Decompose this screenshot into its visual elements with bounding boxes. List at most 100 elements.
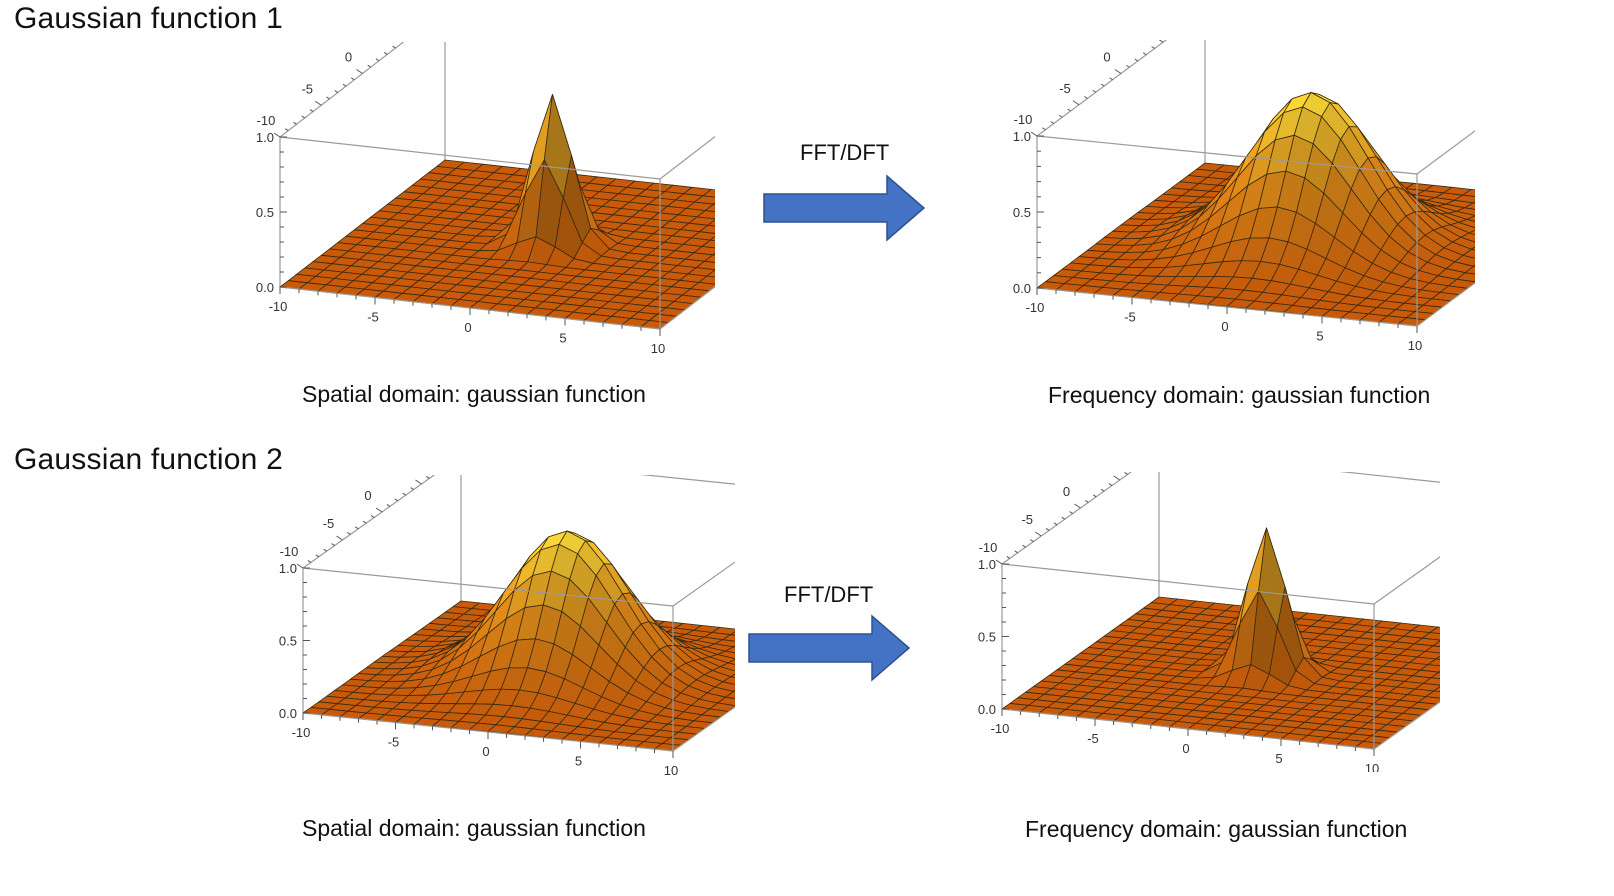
- surface-patch: [1430, 671, 1440, 680]
- box-edge: [1373, 701, 1440, 750]
- y-tick-label: -10: [257, 113, 276, 128]
- y-tick: [1126, 64, 1130, 68]
- y-tick: [1151, 46, 1155, 49]
- surface-patch: [722, 634, 735, 642]
- box-edge: [1001, 563, 1375, 605]
- surface-patch: [709, 235, 715, 242]
- x-tick-label: 0: [464, 320, 471, 335]
- y-tick: [1034, 531, 1042, 537]
- y-tick: [355, 526, 359, 530]
- surface-patch: [730, 631, 735, 636]
- y-tick: [307, 559, 312, 563]
- z-tick-label: 0.0: [279, 706, 297, 721]
- y-tick: [1142, 52, 1147, 56]
- y-tick: [410, 487, 414, 491]
- x-tick-label: -10: [991, 721, 1010, 736]
- x-tick-label: 0: [1182, 741, 1189, 756]
- surface-patch: [1432, 640, 1440, 647]
- x-tick-label: -5: [1124, 310, 1136, 325]
- y-tick: [1158, 40, 1164, 43]
- x-tick-label: 0: [482, 744, 489, 759]
- y-tick: [1053, 522, 1058, 526]
- y-tick: [383, 52, 388, 55]
- y-tick: [323, 548, 327, 552]
- z-tick-label: 0.5: [256, 205, 274, 220]
- y-tick: [350, 77, 355, 81]
- y-tick: [1061, 516, 1066, 520]
- surface-patch: [704, 254, 715, 263]
- y-tick: [1092, 89, 1097, 93]
- y-tick: [347, 531, 351, 535]
- y-tick: [1092, 494, 1097, 498]
- y-tick: [1114, 69, 1122, 74]
- y-tick: [426, 475, 430, 479]
- box-edge: [445, 42, 715, 52]
- x-tick-label: 10: [664, 763, 678, 775]
- surface-patch: [707, 219, 715, 227]
- z-tick-label: 0.0: [978, 702, 996, 717]
- frequency-caption-2: Frequency domain: gaussian function: [1025, 816, 1408, 842]
- y-tick-label: -5: [1059, 81, 1071, 96]
- y-tick-label: -5: [1021, 512, 1033, 527]
- y-tick: [394, 498, 399, 502]
- y-tick: [386, 503, 391, 507]
- y-tick: [1069, 511, 1073, 515]
- y-tick: [1045, 527, 1050, 531]
- surface-patch: [1427, 658, 1440, 667]
- z-tick-label: 1.0: [256, 130, 274, 145]
- y-tick-label: -5: [323, 516, 335, 531]
- x-tick-label: 5: [559, 331, 566, 346]
- y-tick: [342, 83, 347, 87]
- surface-patch: [1466, 215, 1475, 222]
- z-tick-label: 1.0: [978, 557, 996, 572]
- section-title-1: Gaussian function 1: [14, 2, 283, 35]
- z-tick-label: 1.0: [1013, 129, 1031, 144]
- surface-patch: [1435, 655, 1440, 660]
- y-tick: [301, 115, 306, 119]
- section-title-2: Gaussian function 2: [14, 443, 283, 476]
- y-tick: [284, 128, 289, 132]
- box-edge: [1036, 135, 1418, 175]
- y-tick: [1100, 488, 1105, 492]
- surface-patch: [702, 188, 715, 198]
- z-tick-label: 0.0: [1013, 281, 1031, 296]
- x-tick-label: -10: [1026, 300, 1045, 315]
- y-tick: [1124, 472, 1128, 475]
- y-tick: [296, 563, 304, 569]
- y-tick-label: 0: [345, 50, 352, 65]
- y-tick: [1074, 503, 1081, 509]
- surface-patch: [1468, 229, 1475, 236]
- spatial-caption-2: Spatial domain: gaussian function: [302, 815, 646, 841]
- y-tick: [309, 109, 314, 113]
- surface-patch: [706, 269, 715, 278]
- surface-patch: [725, 691, 735, 700]
- x-tick-label: 10: [1365, 761, 1379, 772]
- box-edge: [1416, 282, 1475, 327]
- surface-patch: [1433, 686, 1440, 693]
- y-tick: [356, 69, 363, 74]
- y-tick: [392, 45, 396, 49]
- y-tick-label: -10: [979, 540, 998, 555]
- y-tick: [375, 58, 380, 62]
- y-tick: [314, 100, 322, 106]
- z-tick-label: 0.5: [978, 630, 996, 645]
- surface-patch: [1429, 626, 1440, 635]
- x-tick-label: -5: [1087, 731, 1099, 746]
- surface-patch: [1462, 188, 1475, 197]
- y-tick: [402, 492, 406, 496]
- y-tick: [1134, 58, 1139, 62]
- box-edge: [640, 475, 735, 485]
- y-tick: [1085, 499, 1089, 503]
- fft-arrow-2: [748, 614, 911, 682]
- y-tick: [1072, 100, 1080, 106]
- y-tick-label: 0: [364, 488, 371, 503]
- y-tick: [1058, 114, 1063, 118]
- y-tick-label: 0: [1063, 484, 1070, 499]
- y-tick: [334, 90, 339, 93]
- x-tick-label: 10: [1408, 338, 1422, 353]
- box-edge: [672, 561, 735, 607]
- x-tick-label: 10: [651, 341, 665, 356]
- x-tick-label: 5: [1316, 329, 1323, 344]
